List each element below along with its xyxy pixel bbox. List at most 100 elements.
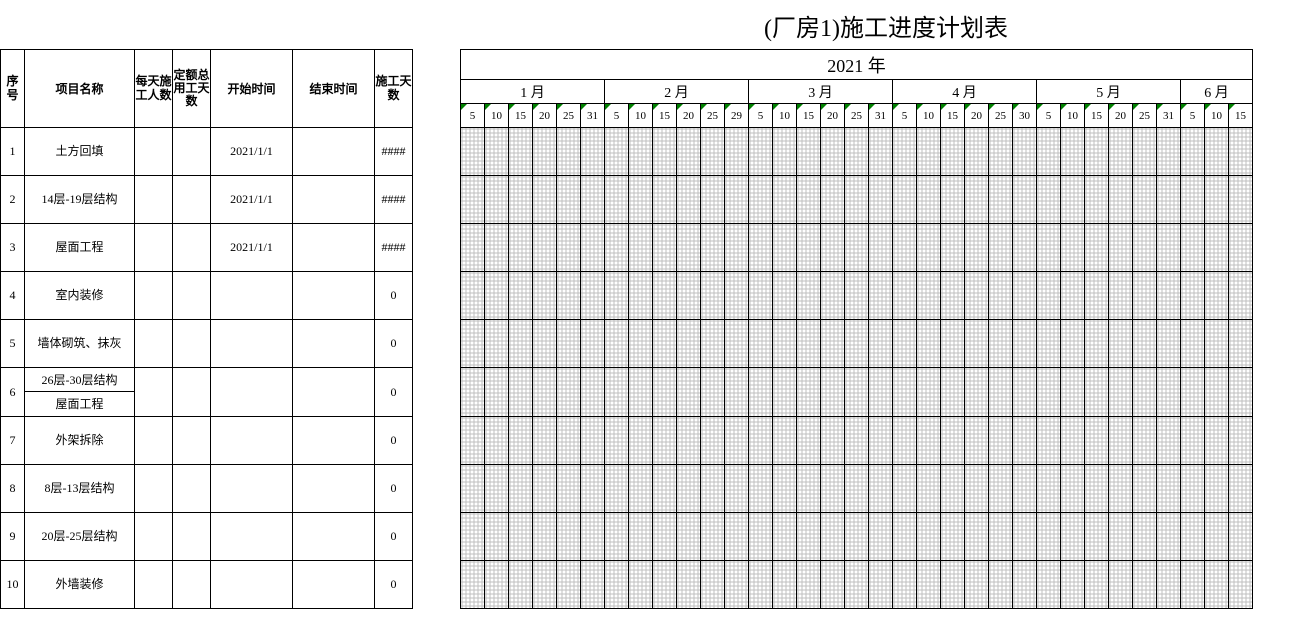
gantt-cell[interactable] <box>701 561 725 609</box>
gantt-cell[interactable] <box>605 272 629 320</box>
gantt-cell[interactable] <box>773 417 797 465</box>
cell-quota[interactable] <box>173 128 211 176</box>
gantt-cell[interactable] <box>797 320 821 368</box>
gantt-cell[interactable] <box>581 128 605 176</box>
cell-end[interactable] <box>293 368 375 417</box>
gantt-cell[interactable] <box>893 368 917 417</box>
gantt-cell[interactable] <box>1013 561 1037 609</box>
gantt-cell[interactable] <box>557 368 581 417</box>
gantt-cell[interactable] <box>509 513 533 561</box>
gantt-cell[interactable] <box>557 465 581 513</box>
gantt-cell[interactable] <box>965 368 989 417</box>
gantt-cell[interactable] <box>725 224 749 272</box>
gantt-cell[interactable] <box>605 465 629 513</box>
gantt-cell[interactable] <box>509 561 533 609</box>
gantt-cell[interactable] <box>749 272 773 320</box>
cell-start[interactable] <box>211 561 293 609</box>
gantt-cell[interactable] <box>1181 272 1205 320</box>
gantt-cell[interactable] <box>821 561 845 609</box>
gantt-cell[interactable] <box>1061 561 1085 609</box>
gantt-cell[interactable] <box>485 417 509 465</box>
gantt-cell[interactable] <box>725 272 749 320</box>
gantt-cell[interactable] <box>917 320 941 368</box>
gantt-cell[interactable] <box>629 272 653 320</box>
gantt-cell[interactable] <box>869 176 893 224</box>
gantt-cell[interactable] <box>1157 417 1181 465</box>
gantt-cell[interactable] <box>773 513 797 561</box>
gantt-cell[interactable] <box>533 320 557 368</box>
gantt-cell[interactable] <box>965 417 989 465</box>
gantt-cell[interactable] <box>1133 465 1157 513</box>
gantt-cell[interactable] <box>749 417 773 465</box>
gantt-cell[interactable] <box>1109 368 1133 417</box>
cell-seq[interactable]: 5 <box>1 320 25 368</box>
gantt-cell[interactable] <box>989 128 1013 176</box>
cell-seq[interactable]: 6 <box>1 368 25 417</box>
gantt-cell[interactable] <box>653 368 677 417</box>
gantt-cell[interactable] <box>869 224 893 272</box>
gantt-cell[interactable] <box>581 176 605 224</box>
gantt-cell[interactable] <box>1229 176 1253 224</box>
cell-start[interactable]: 2021/1/1 <box>211 128 293 176</box>
gantt-cell[interactable] <box>1013 224 1037 272</box>
gantt-cell[interactable] <box>653 513 677 561</box>
gantt-cell[interactable] <box>1181 128 1205 176</box>
gantt-cell[interactable] <box>773 224 797 272</box>
gantt-cell[interactable] <box>749 224 773 272</box>
gantt-cell[interactable] <box>629 513 653 561</box>
gantt-cell[interactable] <box>677 320 701 368</box>
gantt-cell[interactable] <box>725 513 749 561</box>
gantt-cell[interactable] <box>557 513 581 561</box>
gantt-cell[interactable] <box>1037 561 1061 609</box>
cell-end[interactable] <box>293 561 375 609</box>
gantt-cell[interactable] <box>1013 417 1037 465</box>
gantt-cell[interactable] <box>605 176 629 224</box>
gantt-cell[interactable] <box>821 128 845 176</box>
gantt-cell[interactable] <box>533 176 557 224</box>
cell-seq[interactable]: 9 <box>1 513 25 561</box>
gantt-cell[interactable] <box>725 561 749 609</box>
gantt-cell[interactable] <box>1205 465 1229 513</box>
gantt-cell[interactable] <box>1109 417 1133 465</box>
gantt-cell[interactable] <box>941 128 965 176</box>
gantt-cell[interactable] <box>1181 561 1205 609</box>
cell-seq[interactable]: 2 <box>1 176 25 224</box>
gantt-cell[interactable] <box>1181 417 1205 465</box>
gantt-cell[interactable] <box>605 224 629 272</box>
gantt-cell[interactable] <box>1085 561 1109 609</box>
gantt-cell[interactable] <box>845 272 869 320</box>
gantt-cell[interactable] <box>773 128 797 176</box>
gantt-cell[interactable] <box>1085 368 1109 417</box>
gantt-cell[interactable] <box>1133 417 1157 465</box>
gantt-cell[interactable] <box>869 272 893 320</box>
gantt-cell[interactable] <box>677 128 701 176</box>
cell-seq[interactable]: 1 <box>1 128 25 176</box>
gantt-cell[interactable] <box>869 128 893 176</box>
gantt-cell[interactable] <box>1181 176 1205 224</box>
gantt-cell[interactable] <box>677 465 701 513</box>
gantt-cell[interactable] <box>653 224 677 272</box>
gantt-cell[interactable] <box>509 320 533 368</box>
gantt-cell[interactable] <box>1037 513 1061 561</box>
gantt-cell[interactable] <box>461 272 485 320</box>
gantt-cell[interactable] <box>941 465 965 513</box>
gantt-cell[interactable] <box>1013 320 1037 368</box>
gantt-cell[interactable] <box>1133 128 1157 176</box>
gantt-cell[interactable] <box>1037 465 1061 513</box>
gantt-cell[interactable] <box>1229 128 1253 176</box>
gantt-cell[interactable] <box>893 465 917 513</box>
gantt-cell[interactable] <box>485 561 509 609</box>
gantt-cell[interactable] <box>1229 465 1253 513</box>
gantt-cell[interactable] <box>1229 368 1253 417</box>
cell-quota[interactable] <box>173 513 211 561</box>
gantt-cell[interactable] <box>845 224 869 272</box>
gantt-cell[interactable] <box>797 224 821 272</box>
gantt-cell[interactable] <box>797 417 821 465</box>
gantt-cell[interactable] <box>1061 513 1085 561</box>
gantt-cell[interactable] <box>485 465 509 513</box>
gantt-cell[interactable] <box>653 417 677 465</box>
cell-end[interactable] <box>293 176 375 224</box>
gantt-cell[interactable] <box>509 176 533 224</box>
gantt-cell[interactable] <box>821 224 845 272</box>
gantt-cell[interactable] <box>701 176 725 224</box>
